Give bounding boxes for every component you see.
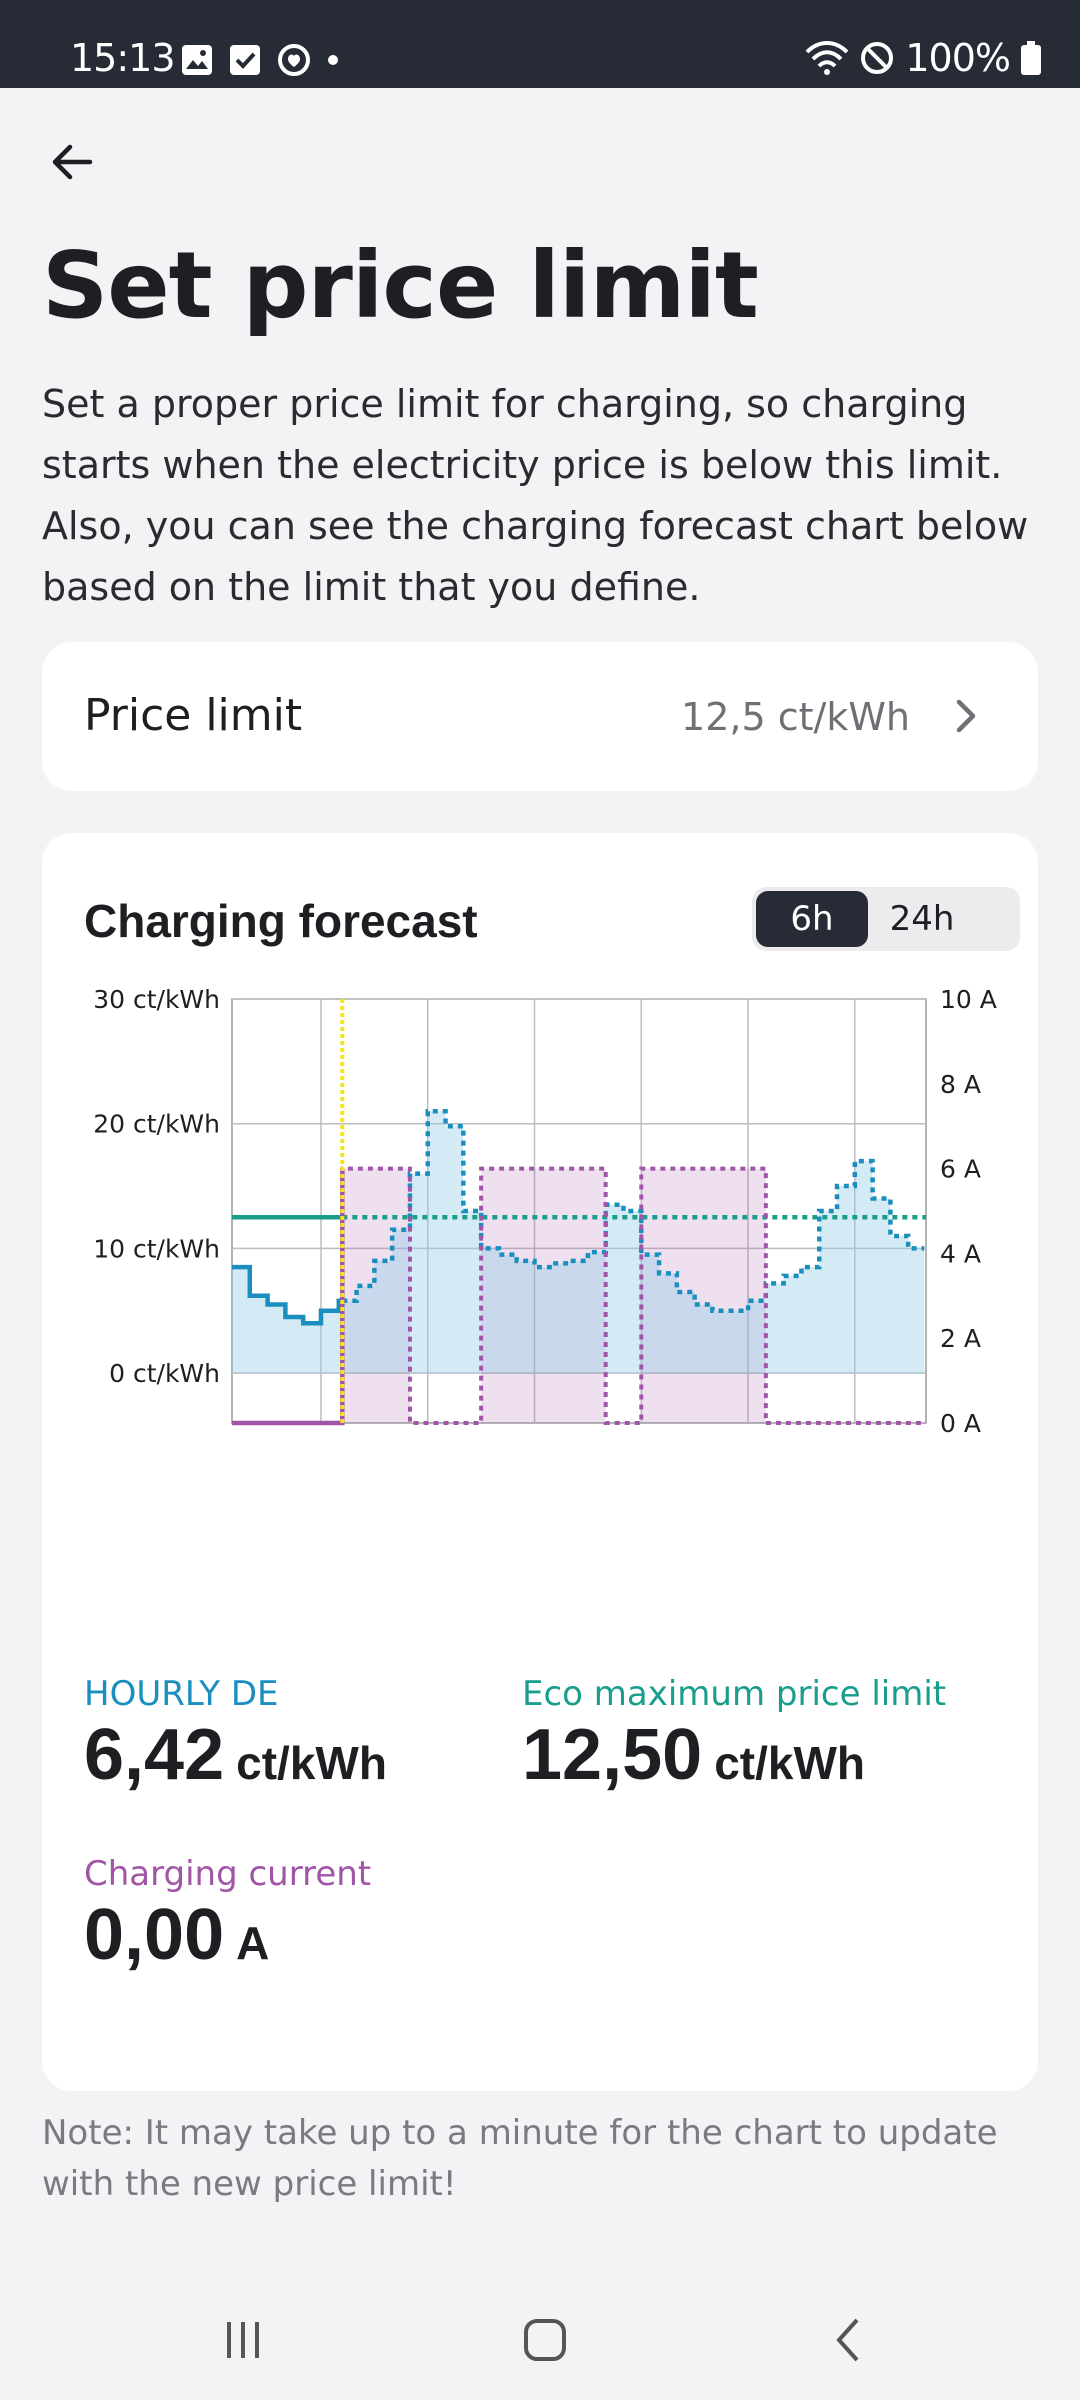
status-bar: 15:13 100% <box>0 0 1080 88</box>
navigation-bar <box>0 2272 1080 2400</box>
hourly-price-value: 6,42 ct/kWh <box>84 1713 387 1805</box>
y-left-tick-label: 10 ct/kWh <box>93 1234 220 1263</box>
price-limit-row[interactable]: Price limit 12,5 ct/kWh <box>42 642 1038 791</box>
y-right-tick-label: 6 A <box>940 1155 981 1184</box>
range-option-24h[interactable]: 24h <box>889 899 955 939</box>
x-tick-label: 14:00 <box>712 1440 784 1443</box>
y-right-tick-label: 2 A <box>940 1324 981 1353</box>
price-limit-value: 12,5 ct/kWh <box>681 695 910 739</box>
wifi-icon <box>805 41 849 75</box>
hourly-price-label: HOURLY DE <box>84 1674 279 1714</box>
range-option-6h[interactable]: 6h <box>756 891 868 947</box>
status-time: 15:13 <box>70 36 176 80</box>
y-left-tick-label: 0 ct/kWh <box>109 1359 220 1388</box>
back-button[interactable] <box>36 126 108 198</box>
battery-icon <box>1021 41 1041 75</box>
eco-limit-value: 12,50 ct/kWh <box>522 1713 865 1805</box>
range-toggle: 6h 24h <box>752 887 1020 951</box>
forecast-title: Charging forecast <box>84 895 478 947</box>
hourly-price-number: 6,42 <box>84 1715 225 1795</box>
x-tick-label: 14:00 <box>285 1440 357 1443</box>
dnd-icon <box>861 42 894 74</box>
y-right-tick-label: 4 A <box>940 1239 981 1268</box>
image-icon <box>182 45 212 75</box>
eco-limit-unit: ct/kWh <box>714 1737 865 1789</box>
home-icon <box>524 2319 566 2361</box>
x-tick-label: 20:00 <box>392 1440 464 1443</box>
check-icon <box>230 45 260 75</box>
dot-icon <box>328 55 338 65</box>
charging-current-value: 0,00 A <box>84 1893 269 1985</box>
x-tick-label: 02:00 <box>498 1440 570 1443</box>
y-right-tick-label: 0 A <box>940 1409 981 1438</box>
battery-percent: 100% <box>905 36 1011 80</box>
page-description: Set a proper price limit for charging, s… <box>42 382 1029 609</box>
charging-current-number: 0,00 <box>84 1895 225 1975</box>
page-title: Set price limit <box>42 232 759 339</box>
y-left-tick-label: 30 ct/kWh <box>93 985 220 1014</box>
current-area <box>232 1168 926 1423</box>
current-line-forecast <box>340 1166 926 1425</box>
price-limit-label: Price limit <box>84 690 303 741</box>
recents-button[interactable] <box>208 2312 278 2368</box>
y-right-tick-label: 10 A <box>940 985 997 1014</box>
notification-icons <box>180 42 340 78</box>
eco-limit-label: Eco maximum price limit <box>522 1674 947 1714</box>
recents-icon <box>227 2322 259 2358</box>
x-tick-label: 20:00 <box>819 1440 891 1443</box>
price-line-actual <box>232 1264 343 1326</box>
chevron-right-icon <box>956 699 976 733</box>
arrow-left-icon <box>52 144 93 180</box>
y-right-tick-label: 8 A <box>940 1070 981 1099</box>
hourly-price-unit: ct/kWh <box>236 1737 387 1789</box>
back-icon <box>836 2318 859 2362</box>
system-icons: 100% <box>805 36 1042 80</box>
sync-icon <box>278 44 310 76</box>
forecast-chart: 30 ct/kWh 20 ct/kWh 10 ct/kWh 0 ct/kWh 10 A 8… <box>93 985 997 1443</box>
nav-back-button[interactable] <box>814 2312 884 2368</box>
home-button[interactable] <box>510 2312 580 2368</box>
eco-limit-number: 12,50 <box>522 1715 703 1795</box>
x-tick-label: 08:00 <box>605 1440 677 1443</box>
update-note: Note: It may take up to a minute for the… <box>42 2113 998 2204</box>
charging-current-label: Charging current <box>84 1854 372 1894</box>
price-area <box>232 1111 925 1374</box>
charging-current-unit: A <box>236 1917 270 1969</box>
charging-forecast-card: Charging forecast 6h 24h 30 ct/kWh 20 ct/… <box>42 833 1038 2091</box>
y-left-tick-label: 20 ct/kWh <box>93 1110 220 1139</box>
